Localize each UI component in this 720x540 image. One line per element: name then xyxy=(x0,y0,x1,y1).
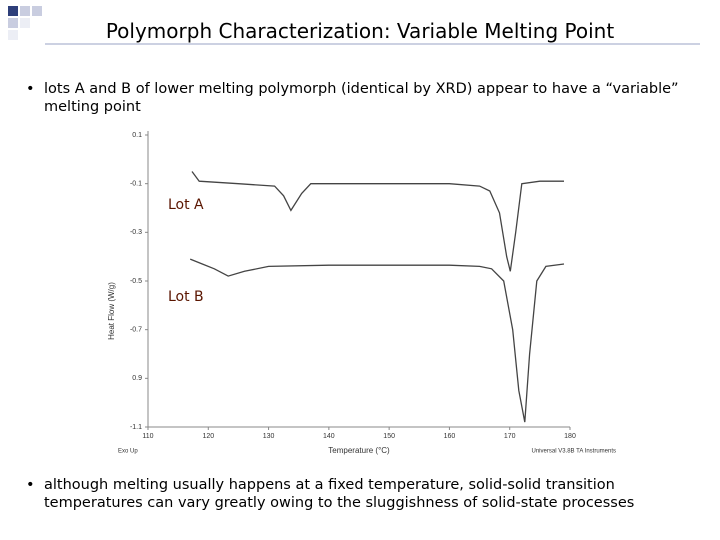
bullet: lots A and B of lower melting polymorph … xyxy=(26,80,714,116)
x-axis-label: Temperature (°C) xyxy=(328,446,390,455)
deco-square xyxy=(8,6,18,16)
x-tick-label: 110 xyxy=(142,433,153,440)
y-tick-label: -0.7 xyxy=(130,327,142,334)
series-line xyxy=(191,171,564,272)
y-tick-label: -0.1 xyxy=(130,181,142,188)
slide-title: Polymorph Characterization: Variable Mel… xyxy=(106,19,614,43)
legend-label: Lot A xyxy=(168,197,204,213)
deco-square xyxy=(8,18,18,28)
x-tick-label: 150 xyxy=(383,433,395,440)
y-axis-label: Heat Flow (W/g) xyxy=(107,282,116,340)
x-tick-label: 120 xyxy=(202,433,214,440)
y-tick-label: -0.3 xyxy=(130,229,142,236)
legend-label: Lot B xyxy=(168,289,204,305)
x-tick-label: 170 xyxy=(504,433,516,440)
series-line xyxy=(189,258,565,423)
deco-square xyxy=(8,30,18,40)
x-tick-label: 180 xyxy=(564,433,576,440)
y-tick-label: 0.1 xyxy=(132,132,142,139)
x-tick-label: 140 xyxy=(323,433,335,440)
deco-square xyxy=(20,6,30,16)
y-tick-label: -0.5 xyxy=(130,278,142,285)
annotation: Universal V3.8B TA Instruments xyxy=(532,449,616,455)
bullet: although melting usually happens at a fi… xyxy=(26,476,714,512)
deco-square xyxy=(32,6,42,16)
x-tick-label: 130 xyxy=(263,433,275,440)
y-tick-label: -1.1 xyxy=(130,424,142,431)
annotation: Exo Up xyxy=(118,449,138,455)
x-tick-label: 160 xyxy=(444,433,456,440)
deco-square xyxy=(20,18,30,28)
y-tick-label: 0.9 xyxy=(132,375,142,382)
